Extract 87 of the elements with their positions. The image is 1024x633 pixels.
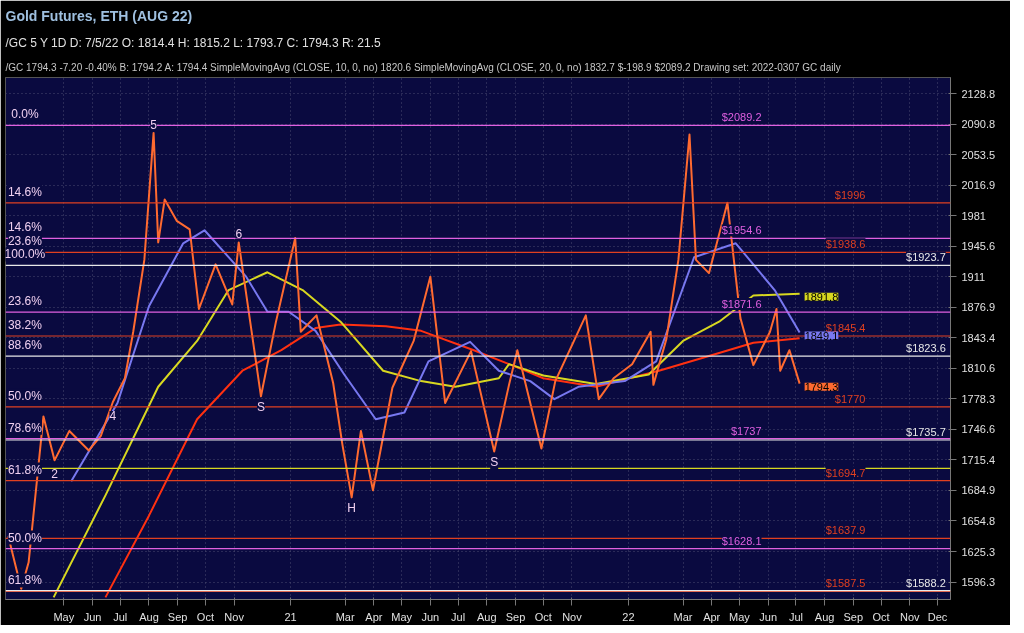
ref-line-label: $2089.2 — [721, 111, 762, 124]
ref-line-label: $1737 — [730, 424, 762, 437]
x-tick-label: Apr — [703, 610, 721, 623]
x-tick-label: Sep — [167, 610, 188, 623]
x-tick-label: May — [729, 610, 751, 623]
y-tick-label: 1911 — [961, 270, 986, 283]
x-tick-label: Jul — [113, 610, 128, 623]
ref-line-label: $1770 — [834, 392, 866, 405]
x-tick-label: Jun — [759, 610, 778, 623]
x-tick-label: May — [53, 610, 75, 623]
x-tick-label: Mar — [673, 610, 693, 623]
x-tick-label: 22 — [622, 610, 635, 623]
annotation: 23.6% — [7, 294, 43, 309]
ref-line-label: $1588.2 — [906, 576, 946, 589]
x-tick-label: Oct — [534, 610, 552, 623]
x-tick-label: Oct — [196, 610, 214, 623]
x-tick-label: Jul — [788, 610, 803, 623]
x-tick-label: Apr — [365, 610, 383, 623]
y-tick-label: 1981 — [961, 209, 986, 222]
annotation: 23.6% — [7, 234, 43, 249]
x-tick-label: Aug — [814, 610, 835, 623]
annotation: 100.0% — [4, 247, 46, 262]
x-tick-label: Sep — [843, 610, 864, 623]
x-tick-label: May — [391, 610, 413, 623]
x-tick-label: Jun — [421, 610, 440, 623]
y-tick-label: 2016.9 — [961, 179, 996, 192]
annotation: 14.6% — [7, 184, 43, 199]
ref-line-label: $1628.1 — [721, 534, 762, 547]
y-tick-label: 1654.8 — [961, 515, 996, 527]
ref-line-label: $1823.6 — [906, 342, 946, 355]
text: /GC 1794.3 -7.20 -0.40% B: 1794.2 A: 1794.4 SimpleMovingAvg (CLOSE, 10, 0, no) 1820.6 SimpleMovingAvg (CLOSE, 20, 0, no) 1832.7 $-198.9 $2089.2 Drawing set: 2022-0307 GC daily — [5, 61, 841, 73]
ref-line-label: $1587.5 — [825, 577, 866, 590]
y-tick-label: 1684.9 — [961, 484, 996, 497]
annotation: 4 — [109, 409, 117, 423]
annotation: 6 — [235, 227, 243, 242]
annotation: 61.8% — [7, 573, 43, 588]
annotation: S — [490, 455, 499, 470]
annotation: 14.6% — [7, 220, 43, 235]
y-tick-label: 1810.6 — [961, 362, 996, 375]
x-tick-label: Jul — [451, 610, 466, 623]
y-tick-label: 1876.9 — [961, 301, 996, 314]
y-tick-label: 1625.3 — [961, 545, 996, 558]
y-tick-label: 1746.6 — [961, 423, 996, 436]
annotation: S — [256, 400, 265, 415]
x-tick-label: Sep — [505, 610, 526, 623]
line-series — [104, 323, 801, 599]
ref-line-label: $1637.9 — [825, 524, 866, 537]
ref-line-label: $1954.6 — [721, 224, 762, 237]
x-tick-label: Aug — [477, 610, 497, 623]
chart-subtitle: /GC 5 Y 1D D: 7/5/22 O: 1814.4 H: 1815.2 L: 1793.7 C: 1794.3 R: 21.5 — [5, 35, 381, 50]
y-tick-label: 1778.3 — [961, 392, 996, 405]
x-tick-label: Nov — [562, 610, 583, 623]
ref-line-label: $1996 — [834, 188, 866, 201]
annotation: 78.6% — [7, 420, 43, 435]
x-tick-label: 21 — [284, 610, 297, 623]
x-tick-label: Mar — [335, 610, 355, 623]
x-tick-label: Nov — [899, 610, 921, 623]
y-tick-label: 2090.8 — [961, 118, 996, 131]
y-tick-label: 1596.3 — [961, 576, 996, 589]
annotation: 50.0% — [7, 388, 43, 403]
y-tick-label: 2128.8 — [961, 87, 996, 100]
annotation: 50.0% — [7, 530, 43, 545]
y-tick-label: 1843.4 — [961, 331, 996, 344]
annotation: 0.0% — [11, 107, 39, 122]
annotation: 2 — [51, 467, 59, 482]
line-series — [7, 131, 801, 590]
annotation: 88.6% — [7, 338, 43, 353]
ref-line-label: $1871.6 — [721, 298, 762, 311]
annotation: 5 — [150, 117, 158, 132]
y-tick-label: 1945.6 — [961, 240, 996, 253]
y-tick-label: 2053.5 — [961, 148, 996, 161]
ref-line-label: $1938.6 — [825, 238, 866, 251]
annotation: H — [347, 501, 356, 516]
x-tick-label: Aug — [139, 610, 159, 623]
x-tick-label: Dec — [927, 610, 948, 623]
annotation: 38.2% — [7, 317, 43, 332]
x-tick-label: Oct — [872, 610, 890, 623]
x-tick-label: Nov — [224, 610, 245, 623]
x-tick-label: Jun — [83, 610, 102, 623]
data-label: 1891.8 — [804, 290, 839, 303]
data-label: 1794.3 — [804, 380, 839, 393]
annotation: 61.8% — [7, 462, 43, 477]
ref-line-label: $1694.7 — [825, 466, 866, 479]
y-tick-label: 1715.4 — [961, 453, 996, 466]
chart-title: Gold Futures, ETH (AUG 22) — [5, 7, 193, 24]
ref-line-label: $1735.7 — [906, 425, 946, 438]
ref-line-label: $1923.7 — [906, 251, 946, 264]
